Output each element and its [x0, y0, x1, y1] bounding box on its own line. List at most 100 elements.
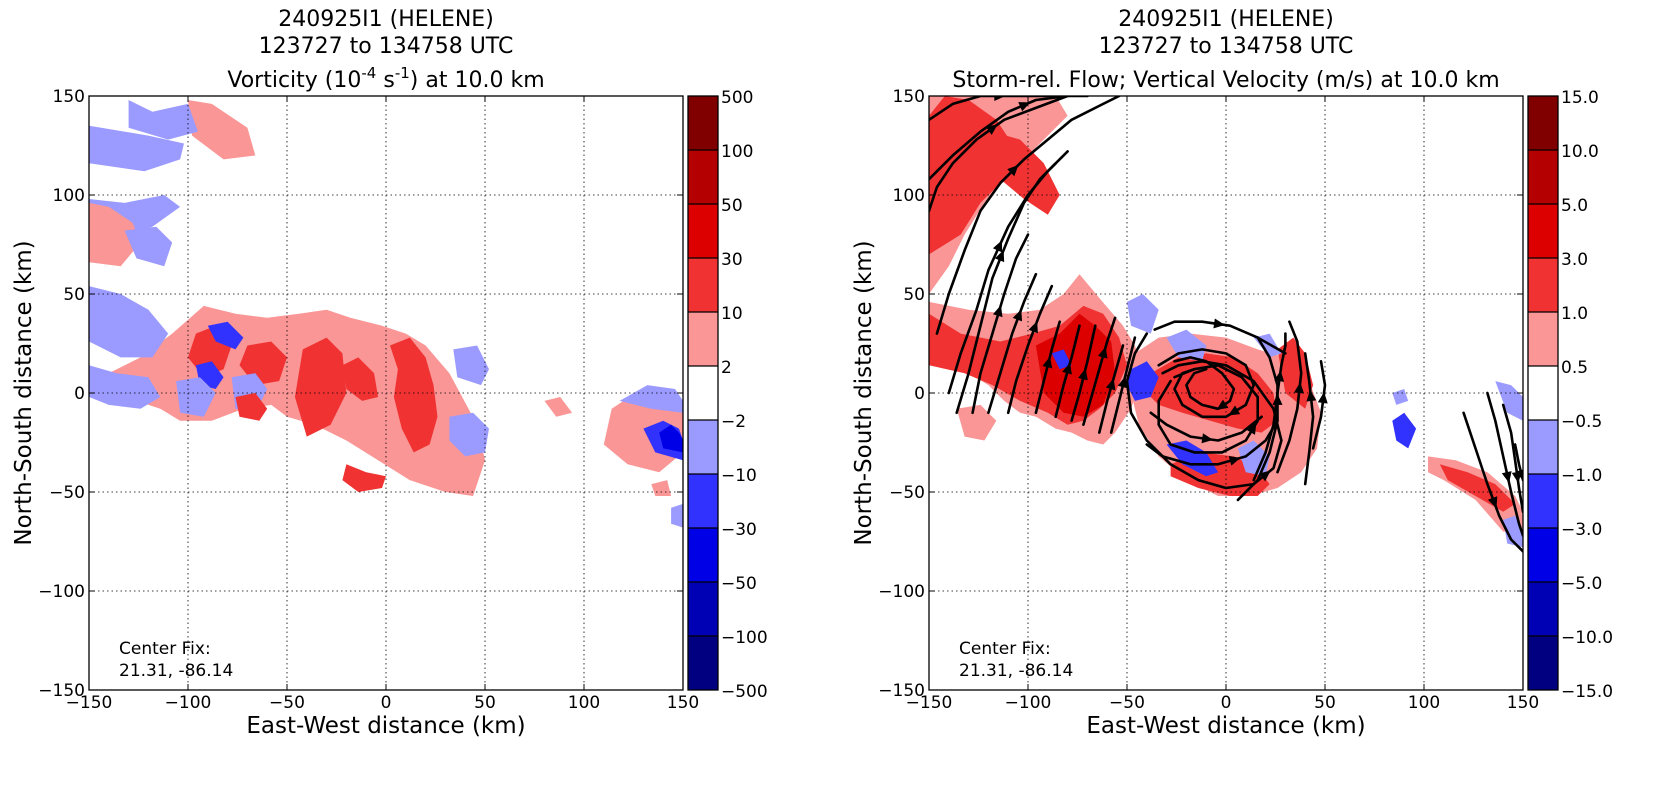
center-fix-annotation: Center Fix:21.31, -86.14 — [959, 639, 1073, 681]
colorbar-bin — [1528, 366, 1558, 420]
contour-region-neg_mid — [1127, 361, 1159, 401]
x-tick-label: 50 — [474, 693, 496, 713]
colorbar-tick-label: 100 — [721, 142, 753, 162]
x-tick-label: 0 — [381, 693, 392, 713]
title-var-exp2: -1 — [395, 64, 410, 82]
colorbar-tick-label: −30 — [721, 520, 757, 540]
contour-region-pos_mid — [342, 357, 379, 401]
streamline-arrow — [1213, 318, 1226, 329]
contour-region-neg_mid — [1051, 349, 1072, 370]
x-tick-label: 50 — [1314, 693, 1336, 713]
colorbar-bin — [1528, 636, 1558, 690]
colorbar-bin — [1528, 312, 1558, 366]
streamline — [929, 96, 1069, 213]
colorbar-bin — [1528, 582, 1558, 636]
streamline-arrow — [1105, 378, 1116, 391]
contour-region-pos_weak — [956, 404, 997, 441]
colorbar-bin — [1528, 150, 1558, 204]
title-var-post: ) at 10.0 km — [410, 68, 545, 93]
colorbar-tick-label: −3.0 — [1561, 520, 1602, 540]
colorbar-bin — [1528, 528, 1558, 582]
streamline-arrow — [1294, 382, 1305, 394]
streamline-arrow — [1515, 469, 1523, 481]
y-tick-label: −150 — [878, 681, 925, 701]
x-tick-label: −150 — [66, 693, 113, 713]
x-axis-label: East-West distance (km) — [1086, 713, 1365, 739]
contour-region-neg_weak — [89, 365, 161, 409]
gridlines — [89, 96, 683, 690]
colorbar: 500 100 50 30 10 2 −2 −10 −30 −50 −100 −500 — [687, 88, 768, 702]
contour-region-neg_weak — [128, 100, 198, 140]
colorbar-bin — [688, 528, 718, 582]
center-fix-coords: 21.31, -86.14 — [119, 661, 233, 681]
x-tick-label: 100 — [1408, 693, 1440, 713]
streamline-arrow — [1097, 346, 1108, 359]
contour-region-pos_mid — [294, 337, 347, 437]
y-tick-label: 50 — [63, 285, 85, 305]
vorticity-chart: 240925I1 (HELENE)123727 to 134758 UTC Vor… — [11, 7, 768, 739]
streamline — [1006, 284, 1054, 415]
streamline — [1082, 316, 1117, 426]
y-axis-label: North-South distance (km) — [11, 240, 37, 545]
contour-region-neg_weak — [671, 503, 683, 528]
y-tick-label: −50 — [49, 483, 85, 503]
colorbar-tick-label: 50 — [721, 196, 743, 216]
y-tick-label: −100 — [878, 582, 925, 602]
x-tick-label: −50 — [1109, 693, 1145, 713]
x-axis-label: East-West distance (km) — [246, 713, 525, 739]
colorbar-tick-label: −5.0 — [1561, 574, 1602, 594]
contour-region-neg_mid — [1166, 440, 1219, 477]
contour-region-neg_weak — [1127, 294, 1159, 334]
x-tick-label: 150 — [1507, 693, 1539, 713]
colorbar-tick-label: −2 — [721, 412, 746, 432]
title-line-2: 123727 to 134758 UTC — [259, 34, 514, 59]
streamline-arrow — [1018, 102, 1031, 112]
streamline-arrow — [1062, 362, 1072, 375]
streamline-arrow — [1501, 471, 1512, 483]
streamline-arrow — [1306, 389, 1317, 402]
colorbar-frame — [1527, 95, 1559, 691]
axis-ticks: −150 −100 −50 0 50 100 150 −150 −100 −50 0 50 100 150 — [878, 87, 1539, 713]
colorbar-tick-label: 10.0 — [1561, 142, 1599, 162]
contour-region-neg_strong — [659, 424, 683, 453]
contour-region-neg_weak — [1237, 440, 1270, 477]
y-axis-label: North-South distance (km) — [851, 240, 877, 545]
streamline — [987, 272, 1038, 415]
colorbar-bin — [688, 582, 718, 636]
colorbar-bin — [1528, 204, 1558, 258]
colorbar-tick-label: −15.0 — [1561, 682, 1613, 702]
streamline — [1157, 364, 1259, 454]
streamlines — [929, 96, 1523, 553]
y-tick-label: 100 — [53, 186, 85, 206]
colorbar-tick-label: −100 — [721, 628, 768, 648]
colorbar-tick-label: −500 — [721, 682, 768, 702]
contour-region-pos_weak — [89, 202, 141, 267]
title-line-1: 240925I1 (HELENE) — [278, 7, 494, 32]
colorbar-tick-label: −10.0 — [1561, 628, 1613, 648]
streamline-arrow — [1317, 391, 1328, 404]
contour-region-pos_weak — [544, 397, 573, 417]
center-fix-coords: 21.31, -86.14 — [959, 661, 1073, 681]
streamline-arrow — [992, 305, 1003, 318]
x-tick-label: −100 — [1005, 693, 1052, 713]
streamline-arrow — [992, 240, 1003, 253]
colorbar-bin — [1528, 96, 1558, 150]
x-tick-label: 150 — [667, 693, 699, 713]
colorbar-bin — [688, 636, 718, 690]
title-line-3: Storm-rel. Flow; Vertical Velocity (m/s)… — [952, 68, 1499, 93]
colorbar-tick-label: 2 — [721, 358, 732, 378]
y-tick-label: −100 — [38, 582, 85, 602]
colorbar-bin — [688, 150, 718, 204]
contour-region-pos_weak — [188, 100, 256, 160]
streamline-arrow — [1274, 370, 1285, 382]
streamline-arrow — [994, 250, 1005, 263]
streamline — [1145, 419, 1279, 466]
streamline-arrow — [1007, 164, 1019, 177]
title-line-1: 240925I1 (HELENE) — [1118, 7, 1334, 32]
streamline-arrow — [1028, 321, 1038, 334]
contour-region-neg_weak — [89, 125, 184, 172]
title-var-pre: Vorticity (10 — [227, 68, 361, 93]
contour-region-neg_weak — [619, 385, 683, 413]
streamline-arrow — [1228, 456, 1241, 466]
colorbar-frame — [687, 95, 719, 691]
